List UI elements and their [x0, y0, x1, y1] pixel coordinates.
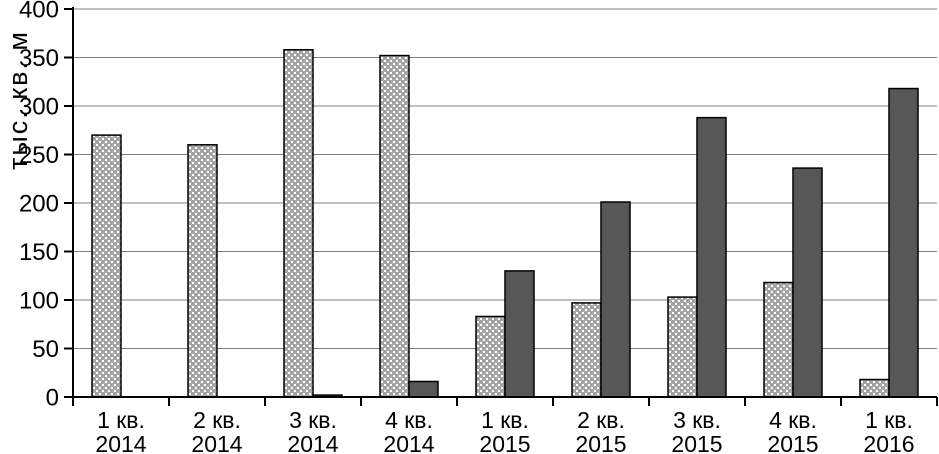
bar-series-dark-3кв-2015 — [696, 116, 727, 398]
bar-series-dotted-1кв-2014 — [91, 134, 122, 398]
bars — [91, 48, 919, 398]
y-tick-label-400: 400 — [19, 0, 59, 24]
bar-series-dotted-3кв-2014 — [283, 48, 314, 398]
x-tick-label-q-7: 4 кв. — [769, 407, 817, 433]
bar-series-dark-2кв-2015 — [600, 201, 631, 398]
y-tick-label-100: 100 — [19, 288, 59, 315]
bar-series-dark-4кв-2015 — [792, 167, 823, 398]
bar-series-dotted-3кв-2015 — [667, 296, 698, 398]
x-tick-label-year-0: 2014 — [95, 431, 146, 454]
x-tick-label-year-1: 2014 — [191, 431, 242, 454]
bar-series-dotted-1кв-2016 — [859, 378, 890, 398]
bar-series-dark-4кв-2014 — [408, 380, 439, 398]
bar-series-dotted-1кв-2015 — [475, 315, 506, 398]
x-tick-label-q-4: 1 кв. — [481, 407, 529, 433]
y-tick-label-350: 350 — [19, 45, 59, 72]
y-tick-label-300: 300 — [19, 94, 59, 121]
bar-series-dotted-4кв-2015 — [763, 281, 794, 398]
y-tick-label-0: 0 — [46, 385, 59, 412]
x-tick-label-q-3: 4 кв. — [385, 407, 433, 433]
x-tick-label-year-4: 2015 — [479, 431, 530, 454]
bar-series-dotted-2кв-2015 — [571, 302, 602, 398]
y-tick-label-200: 200 — [19, 191, 59, 218]
y-tick-label-150: 150 — [19, 239, 59, 266]
x-tick-label-year-7: 2015 — [767, 431, 818, 454]
bar-series-dark-1кв-2015 — [504, 270, 535, 398]
x-tick-label-q-0: 1 кв. — [97, 407, 145, 433]
x-tick-label-q-2: 3 кв. — [289, 407, 337, 433]
x-tick-label-year-3: 2014 — [383, 431, 434, 454]
y-axis-title: тыс. кв. м — [3, 30, 33, 170]
y-tick-label-250: 250 — [19, 142, 59, 169]
axes — [64, 7, 938, 406]
y-tick-labels: 0 50 100 150 200 250 300 350 400 — [19, 0, 59, 412]
x-tick-label-q-5: 2 кв. — [577, 407, 625, 433]
x-tick-label-q-1: 2 кв. — [193, 407, 241, 433]
x-tick-label-year-5: 2015 — [575, 431, 626, 454]
x-tick-label-q-6: 3 кв. — [673, 407, 721, 433]
x-tick-label-year-6: 2015 — [671, 431, 722, 454]
x-tick-label-year-2: 2014 — [287, 431, 338, 454]
bar-series-dark-1кв-2016 — [888, 87, 919, 398]
bar-series-dotted-2кв-2014 — [187, 144, 218, 398]
x-tick-label-year-8: 2016 — [863, 431, 914, 454]
y-tick-label-50: 50 — [32, 336, 59, 363]
x-tick-label-q-8: 1 кв. — [865, 407, 913, 433]
bar-series-dotted-4кв-2014 — [379, 54, 410, 398]
